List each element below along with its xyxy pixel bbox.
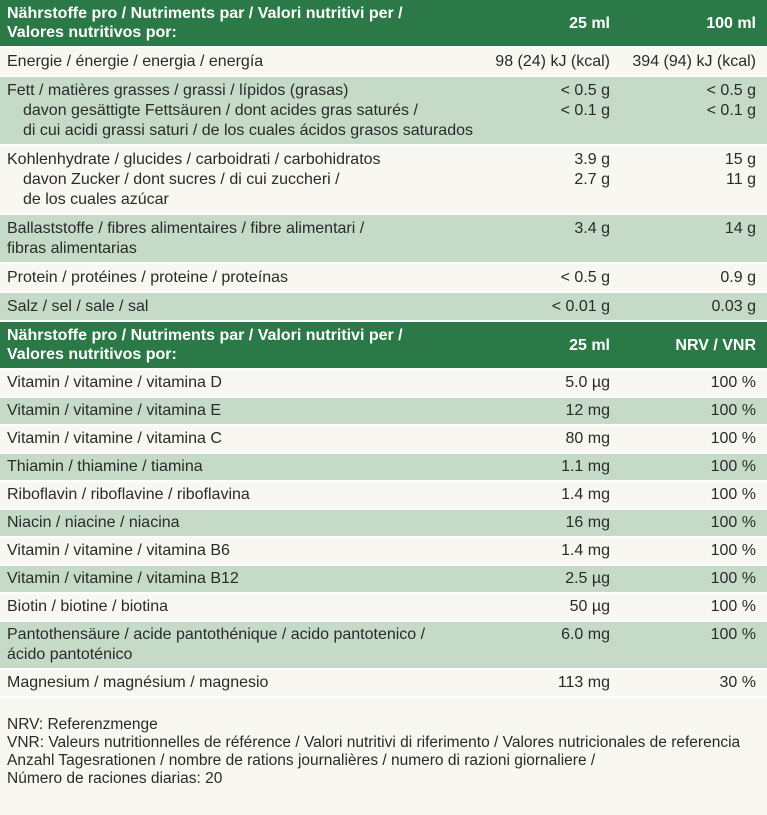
row-label: Pantothensäure / acide pantothénique / a… — [7, 626, 426, 663]
header-col-100ml: 100 ml — [706, 14, 756, 32]
row-value-25ml: < 0.01 g — [551, 298, 610, 315]
row-label: Vitamin / vitamine / vitamina D — [7, 374, 222, 391]
table-row: Vitamin / vitamine / vitamina B6 1.4 mg 10… — [0, 538, 767, 566]
row-value-nrv: 100 % — [710, 542, 756, 559]
row-value-25ml: 113 mg — [557, 674, 610, 691]
row-value-nrv: 100 % — [710, 626, 756, 643]
table-row: Riboflavin / riboflavine / riboflavina 1.… — [0, 482, 767, 510]
row-value-nrv: 100 % — [710, 374, 756, 391]
footnote-line: Número de raciones diarias: 20 — [7, 770, 223, 787]
row-value-nrv: 30 % — [719, 674, 756, 691]
table-row: Biotin / biotine / biotina 50 µg 100 % — [0, 594, 767, 622]
row-value-nrv: 100 % — [710, 514, 756, 531]
footnote-line: VNR: Valeurs nutritionnelles de référenc… — [7, 734, 741, 751]
row-value-100ml: 14 g — [724, 220, 756, 237]
row-label: Energie / énergie / energia / energía — [7, 53, 264, 70]
table-row: Protein / protéines / proteine / proteín… — [0, 264, 767, 293]
row-value-nrv: 100 % — [710, 430, 756, 447]
row-label: Vitamin / vitamine / vitamina B12 — [7, 570, 239, 587]
table-row: Pantothensäure / acide pantothénique / a… — [0, 622, 767, 670]
row-value-25ml: < 0.5 g — [560, 269, 610, 286]
row-label: Fett / matières grasses / grassi / lípid… — [7, 82, 473, 139]
row-value-100ml: 0.03 g — [711, 298, 756, 315]
table-row: Thiamin / thiamine / tiamina 1.1 mg 100 % — [0, 454, 767, 482]
row-label: Vitamin / vitamine / vitamina C — [7, 430, 222, 447]
row-value-nrv: 100 % — [710, 402, 756, 419]
row-value-25ml: 1.1 mg — [561, 458, 610, 475]
row-value-25ml: 98 (24) kJ (kcal) — [495, 53, 610, 70]
table-row: Vitamin / vitamine / vitamina E 12 mg 100 … — [0, 398, 767, 426]
table-header: Nährstoffe pro / Nutriments par / Valori… — [0, 0, 767, 48]
row-label: Riboflavin / riboflavine / riboflavina — [7, 486, 250, 503]
table-row: Vitamin / vitamine / vitamina D 5.0 µg 100… — [0, 370, 767, 398]
row-value-25ml: 16 mg — [565, 514, 610, 531]
row-value-nrv: 100 % — [710, 486, 756, 503]
table-row: Magnesium / magnésium / magnesio 113 mg 30… — [0, 670, 767, 698]
footnote-line: Anzahl Tagesrationen / nombre de rations… — [7, 752, 596, 769]
row-value-25ml: 3.9 g 2.7 g — [574, 151, 610, 188]
row-label: Ballaststoffe / fibres alimentaires / fi… — [7, 220, 365, 257]
table-row: Fett / matières grasses / grassi / lípid… — [0, 77, 767, 146]
row-label: Salz / sel / sale / sal — [7, 298, 149, 315]
row-label: Vitamin / vitamine / vitamina B6 — [7, 542, 230, 559]
table-row: Vitamin / vitamine / vitamina C 80 mg 100 … — [0, 426, 767, 454]
table-row: Niacin / niacine / niacina 16 mg 100 % — [0, 510, 767, 538]
row-value-25ml: 3.4 g — [574, 220, 610, 237]
row-value-100ml: 0.9 g — [720, 269, 756, 286]
table-row: Vitamin / vitamine / vitamina B12 2.5 µg 1… — [0, 566, 767, 594]
row-value-nrv: 100 % — [710, 598, 756, 615]
row-value-25ml: 50 µg — [569, 598, 610, 615]
header-col-25ml: 25 ml — [569, 14, 610, 32]
row-value-25ml: 1.4 mg — [561, 542, 610, 559]
row-label: Magnesium / magnésium / magnesio — [7, 674, 269, 691]
header-label: Nährstoffe pro / Nutriments par / Valori… — [7, 5, 403, 41]
row-label: Niacin / niacine / niacina — [7, 514, 180, 531]
row-value-nrv: 100 % — [710, 458, 756, 475]
table-header-vitamins: Nährstoffe pro / Nutriments par / Valori… — [0, 322, 767, 370]
row-value-25ml: 2.5 µg — [565, 570, 610, 587]
row-value-25ml: 6.0 mg — [561, 626, 610, 643]
header-label: Nährstoffe pro / Nutriments par / Valori… — [7, 327, 403, 363]
nutrition-table: Nährstoffe pro / Nutriments par / Valori… — [0, 0, 767, 698]
row-value-25ml: 5.0 µg — [565, 374, 610, 391]
table-row: Kohlenhydrate / glucides / carboidrati /… — [0, 146, 767, 215]
row-label: Vitamin / vitamine / vitamina E — [7, 402, 222, 419]
row-label: Biotin / biotine / biotina — [7, 598, 168, 615]
row-value-100ml: < 0.5 g < 0.1 g — [706, 82, 756, 119]
row-value-25ml: 1.4 mg — [561, 486, 610, 503]
row-label: Protein / protéines / proteine / proteín… — [7, 269, 289, 286]
table-row: Ballaststoffe / fibres alimentaires / fi… — [0, 215, 767, 264]
row-value-100ml: 394 (94) kJ (kcal) — [632, 53, 756, 70]
row-value-25ml: < 0.5 g < 0.1 g — [560, 82, 610, 119]
row-value-100ml: 15 g 11 g — [724, 151, 756, 188]
row-value-25ml: 12 mg — [565, 402, 610, 419]
row-label: Thiamin / thiamine / tiamina — [7, 458, 203, 475]
row-value-25ml: 80 mg — [565, 430, 610, 447]
header-col-25ml: 25 ml — [569, 336, 610, 354]
table-row: Energie / énergie / energia / energía 98 … — [0, 48, 767, 77]
header-col-nrv: NRV / VNR — [675, 336, 756, 354]
footnotes: NRV: Referenzmenge VNR: Valeurs nutrition… — [0, 698, 767, 788]
row-label: Kohlenhydrate / glucides / carboidrati /… — [7, 151, 381, 208]
table-row: Salz / sel / sale / sal < 0.01 g 0.03 g — [0, 293, 767, 322]
footnote-line: NRV: Referenzmenge — [7, 716, 158, 733]
row-value-nrv: 100 % — [710, 570, 756, 587]
